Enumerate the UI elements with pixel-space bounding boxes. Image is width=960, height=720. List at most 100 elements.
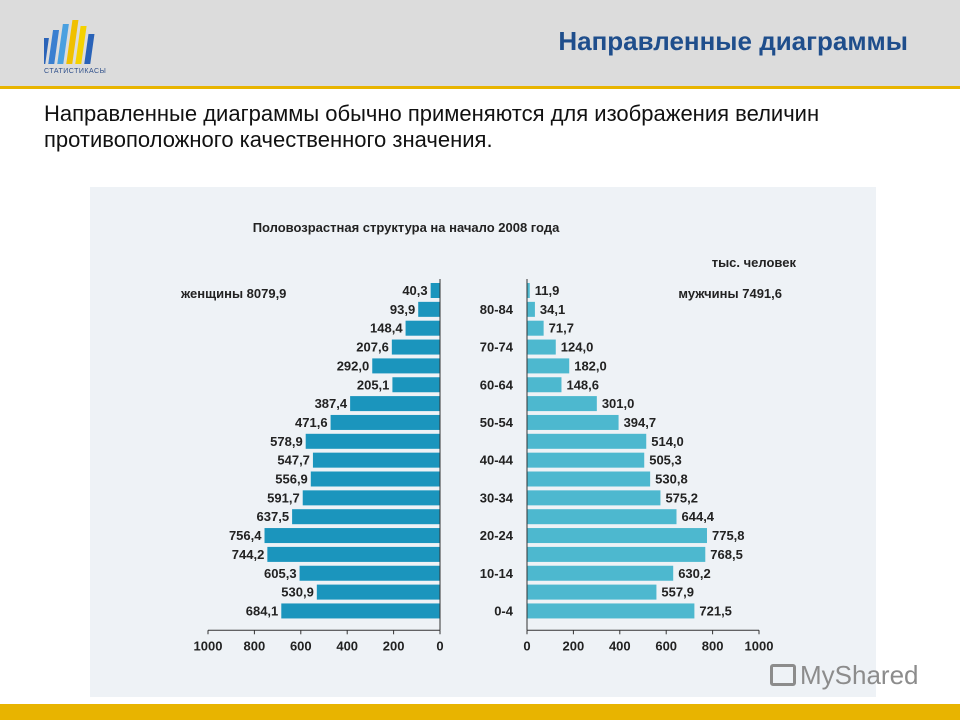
men-bar	[527, 433, 647, 449]
women-x-tick-label: 800	[244, 638, 266, 653]
men-bar	[527, 584, 657, 600]
women-bar	[264, 528, 440, 544]
men-value-label: 394,7	[624, 415, 657, 430]
men-x-tick-label: 200	[563, 638, 585, 653]
women-bar	[392, 377, 440, 393]
women-bar	[391, 339, 440, 355]
men-bar	[527, 471, 651, 487]
men-value-label: 182,0	[574, 358, 607, 373]
women-value-label: 684,1	[246, 603, 279, 618]
men-value-label: 148,6	[566, 377, 599, 392]
women-value-label: 148,4	[370, 321, 403, 336]
men-series-label: мужчины 7491,6	[678, 286, 782, 301]
women-value-label: 93,9	[390, 302, 415, 317]
age-group-label: 80-84	[480, 302, 514, 317]
age-group-label: 10-14	[480, 566, 514, 581]
women-value-label: 578,9	[270, 434, 303, 449]
age-group-label: 50-54	[480, 415, 514, 430]
unit-label: тыс. человек	[712, 255, 797, 270]
women-bar	[267, 546, 440, 562]
men-bar	[527, 283, 530, 298]
men-value-label: 630,2	[678, 566, 711, 581]
logo-caption: СТАТИСТИКАСЫ	[44, 68, 107, 75]
women-bar	[330, 414, 440, 430]
men-value-label: 644,4	[682, 509, 715, 524]
men-value-label: 505,3	[649, 453, 682, 468]
men-bar	[527, 301, 535, 317]
women-bar	[372, 358, 440, 374]
men-bar	[527, 377, 562, 393]
women-value-label: 637,5	[257, 509, 290, 524]
men-value-label: 575,2	[665, 490, 698, 505]
men-x-tick-label: 600	[655, 638, 677, 653]
age-group-label: 40-44	[480, 453, 514, 468]
women-bar	[302, 490, 440, 506]
population-pyramid-chart: Половозрастная структура на начало 2008 …	[180, 220, 797, 653]
watermark: MyShared	[770, 660, 919, 691]
women-bar	[418, 301, 440, 317]
women-value-label: 387,4	[315, 396, 348, 411]
women-value-label: 744,2	[232, 547, 265, 562]
women-value-label: 40,3	[402, 283, 427, 298]
women-x-tick-label: 200	[383, 638, 405, 653]
women-bar	[281, 603, 440, 619]
men-bar	[527, 509, 677, 525]
women-bar	[310, 471, 440, 487]
men-bar	[527, 546, 706, 562]
women-x-tick-label: 400	[336, 638, 358, 653]
men-x-tick-label: 800	[702, 638, 724, 653]
women-value-label: 605,3	[264, 566, 297, 581]
men-bar	[527, 320, 544, 336]
women-bar	[350, 396, 440, 412]
women-value-label: 756,4	[229, 528, 262, 543]
men-x-tick-label: 1000	[745, 638, 774, 653]
statistics-logo: СТАТИСТИКАСЫ	[39, 16, 114, 82]
slide-header: СТАТИСТИКАСЫ Направленные диаграммы	[0, 0, 960, 86]
women-x-tick-label: 1000	[194, 638, 223, 653]
men-bar	[527, 490, 661, 506]
women-bar	[405, 320, 440, 336]
chart-title: Половозрастная структура на начало 2008 …	[253, 220, 560, 235]
women-value-label: 591,7	[267, 490, 300, 505]
men-value-label: 775,8	[712, 528, 745, 543]
women-series-label: женщины 8079,9	[180, 286, 286, 301]
men-bar	[527, 452, 645, 468]
women-x-tick-label: 600	[290, 638, 312, 653]
women-bar	[292, 509, 440, 525]
women-x-tick-label: 0	[436, 638, 443, 653]
men-value-label: 71,7	[549, 321, 574, 336]
women-value-label: 292,0	[337, 358, 370, 373]
men-value-label: 124,0	[561, 340, 594, 355]
women-value-label: 207,6	[356, 340, 389, 355]
page-title: Направленные диаграммы	[558, 26, 908, 56]
chart-panel	[90, 187, 876, 697]
men-value-label: 557,9	[661, 585, 694, 600]
women-bar	[299, 565, 440, 581]
women-bar	[316, 584, 440, 600]
women-value-label: 530,9	[281, 585, 314, 600]
women-bar	[312, 452, 440, 468]
men-bar	[527, 565, 674, 581]
age-group-label: 60-64	[480, 377, 514, 392]
men-value-label: 34,1	[540, 302, 565, 317]
footer-bar	[0, 704, 960, 720]
age-group-label: 20-24	[480, 528, 514, 543]
watermark-text: MyShared	[800, 660, 919, 690]
men-value-label: 530,8	[655, 472, 688, 487]
age-group-label: 70-74	[480, 340, 514, 355]
header-divider	[0, 86, 960, 89]
men-value-label: 721,5	[699, 603, 732, 618]
lead-text: Направленные диаграммы обычно применяютс…	[44, 101, 820, 152]
age-group-label: 0-4	[494, 603, 514, 618]
men-value-label: 301,0	[602, 396, 635, 411]
women-value-label: 547,7	[277, 453, 310, 468]
men-bar	[527, 396, 597, 412]
men-bar	[527, 339, 556, 355]
women-value-label: 556,9	[275, 472, 308, 487]
men-value-label: 768,5	[710, 547, 743, 562]
men-x-tick-label: 0	[523, 638, 530, 653]
logo-bars-icon	[39, 20, 95, 64]
women-value-label: 471,6	[295, 415, 328, 430]
women-bar	[305, 433, 440, 449]
women-bar	[430, 283, 440, 298]
